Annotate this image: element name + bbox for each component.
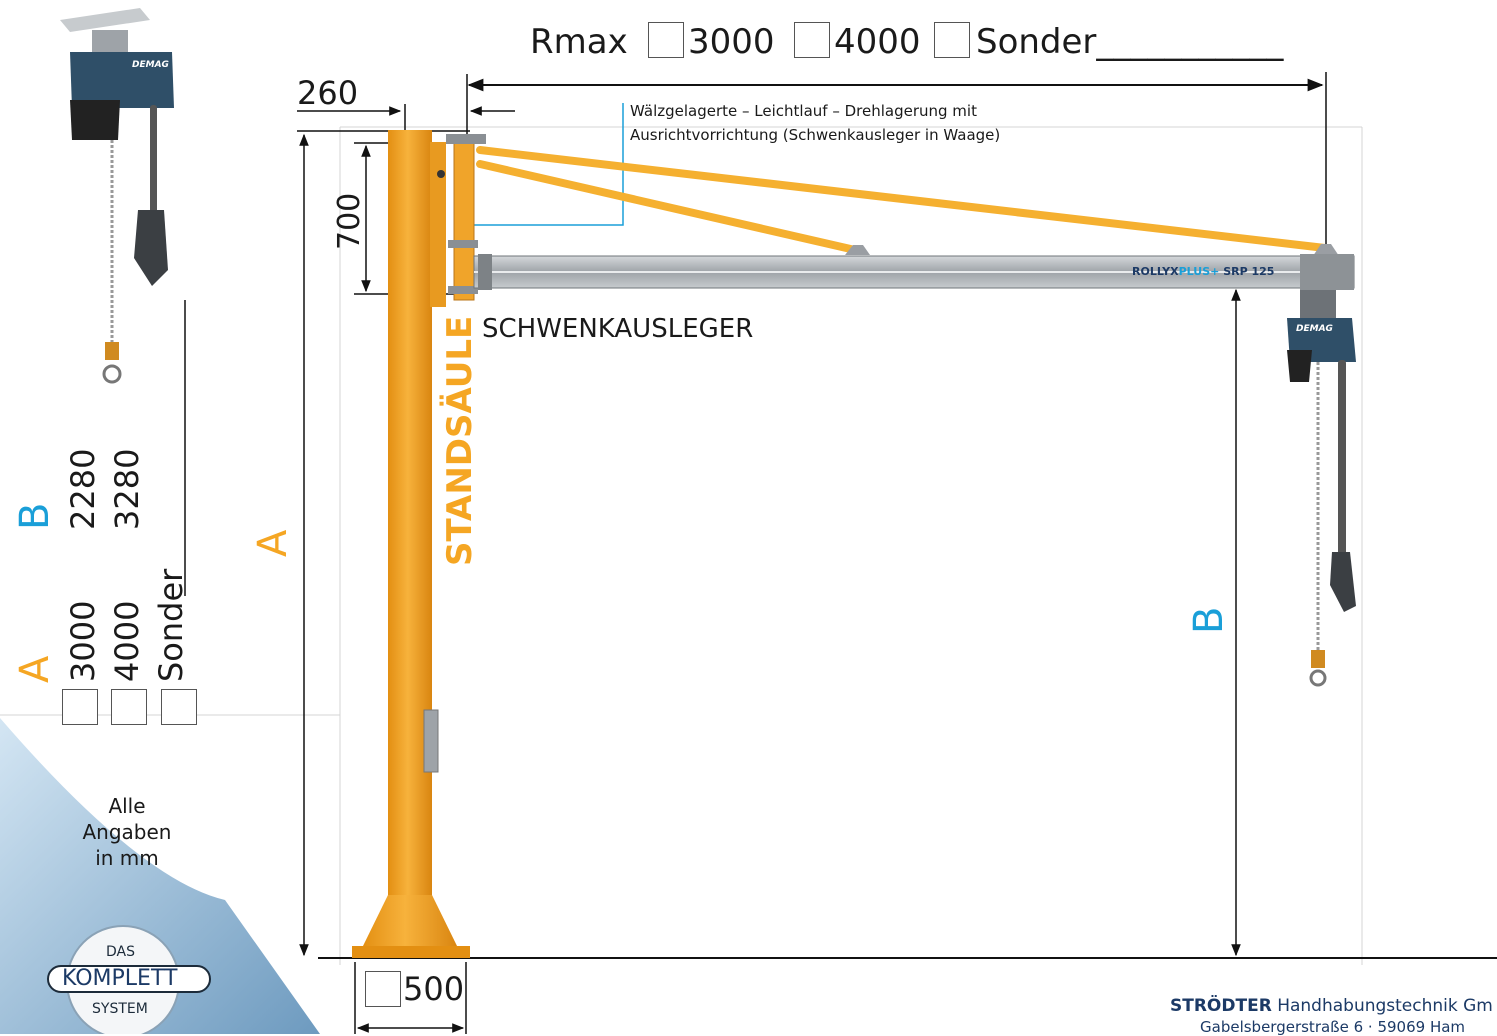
badge-top-text: DAS: [106, 944, 135, 960]
rmax-label: Rmax: [530, 22, 628, 62]
units-note: Alle Angaben in mm: [60, 793, 194, 871]
dim-a-label: A: [250, 529, 296, 557]
footer-company-rest: Handhabungstechnik Gm: [1271, 996, 1493, 1016]
left-checkbox-sonder[interactable]: [161, 689, 197, 725]
left-checkbox-3000[interactable]: [62, 689, 98, 725]
left-a-label: A: [12, 655, 58, 683]
rmax-option-4000: 4000: [834, 22, 921, 62]
base-width-value: 500: [403, 970, 465, 1008]
left-b-label: B: [12, 502, 58, 530]
trolley-hoist: [1287, 290, 1356, 687]
rmax-dimension: [467, 72, 1327, 250]
badge-middle-text: KOMPLETT: [62, 966, 178, 991]
units-note-line1: Alle: [108, 794, 146, 818]
dim-b-label: B: [1186, 606, 1232, 634]
hoist-brand-small: DEMAG: [132, 60, 169, 70]
rmax-checkbox-4000[interactable]: [794, 22, 830, 58]
jib-label: SCHWENKAUSLEGER: [482, 314, 754, 344]
brace-brackets: [845, 244, 1339, 256]
column: [352, 130, 470, 958]
rmax-option-sonder: Sonder___________: [976, 22, 1284, 62]
left-b-value-2280: 2280: [64, 448, 102, 530]
left-a-value-sonder: Sonder: [152, 568, 190, 682]
left-b-value-3280: 3280: [108, 448, 146, 530]
base-width-checkbox[interactable]: [365, 971, 401, 1007]
offset-value: 260: [297, 74, 359, 112]
bearing-note-line1: Wälzgelagerte – Leichtlauf – Drehlagerun…: [630, 102, 977, 120]
badge-bottom-text: SYSTEM: [92, 1001, 148, 1017]
left-a-value-4000: 4000: [108, 600, 146, 682]
left-checkbox-4000[interactable]: [111, 689, 147, 725]
bearing-height-value: 700: [332, 192, 367, 250]
rail-brand-part1: ROLLYX: [1132, 265, 1179, 278]
rail-brand-part2: PLUS+: [1178, 265, 1220, 278]
left-a-value-3000: 3000: [64, 600, 102, 682]
base-width-dimension: [354, 962, 467, 1034]
frame-lines: [0, 126, 1363, 965]
rotating-sleeve: [437, 134, 486, 301]
units-note-line2: Angaben: [82, 820, 172, 844]
rail: [473, 254, 1355, 290]
footer-company: STRÖDTER Handhabungstechnik Gm: [1170, 996, 1493, 1016]
rail-brand: ROLLYXPLUS+ SRP 125: [1132, 265, 1274, 278]
komplett-badge: [0, 718, 320, 1034]
hoist-brand-main: DEMAG: [1296, 324, 1333, 334]
braces: [476, 146, 1329, 254]
column-label: STANDSÄULE: [440, 315, 480, 566]
rmax-checkbox-sonder[interactable]: [934, 22, 970, 58]
units-note-line3: in mm: [95, 846, 159, 870]
footer-address: Gabelsbergerstraße 6 · 59069 Ham: [1200, 1018, 1466, 1036]
rail-model: SRP 125: [1223, 265, 1275, 278]
rmax-checkbox-3000[interactable]: [648, 22, 684, 58]
rmax-option-3000: 3000: [688, 22, 775, 62]
hoist-illustration: [60, 8, 174, 384]
bearing-callout-line: [470, 103, 624, 226]
footer-company-bold: STRÖDTER: [1170, 996, 1272, 1016]
bearing-note-line2: Ausrichtvorrichtung (Schwenkausleger in …: [630, 126, 1001, 144]
